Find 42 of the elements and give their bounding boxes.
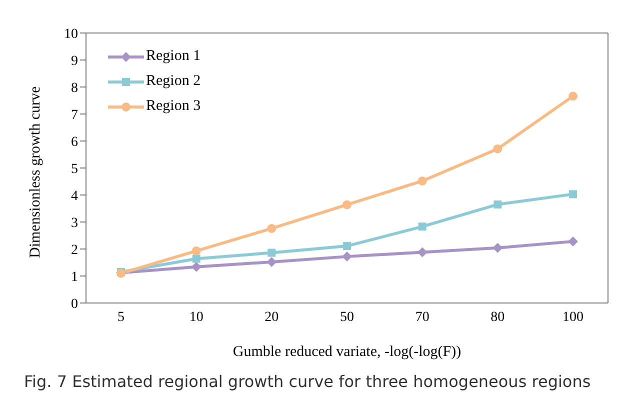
y-axis-title: Dimensionless growth curve — [27, 86, 44, 258]
legend-label: Region 3 — [146, 98, 201, 115]
y-tick-label: 4 — [71, 188, 78, 204]
y-tick-label: 3 — [71, 216, 78, 231]
caption: Fig. 7 Estimated regional growth curve for three homogeneous regions — [24, 372, 592, 391]
legend-label: Region 2 — [146, 73, 201, 90]
point — [418, 222, 426, 231]
point — [418, 176, 427, 186]
legend-label: Region 1 — [146, 48, 201, 65]
y-tick-label: 2 — [71, 242, 78, 258]
point — [492, 242, 503, 253]
x-tick-label: 80 — [490, 310, 505, 325]
x-tick-label: 100 — [562, 310, 584, 325]
y-tick-label: 7 — [71, 108, 78, 123]
x-tick-label: 20 — [264, 310, 279, 325]
point — [192, 246, 201, 256]
point — [417, 247, 428, 258]
point — [192, 254, 200, 263]
point — [191, 262, 202, 272]
x-tick-label: 70 — [415, 310, 430, 325]
y-tick-label: 6 — [71, 134, 78, 150]
point — [342, 200, 352, 210]
x-axis-title: Gumble reduced variate, -log(-log(F)) — [232, 344, 462, 360]
point — [267, 224, 276, 233]
x-tick-label: 5 — [118, 310, 124, 325]
y-tick-label: 9 — [71, 54, 78, 69]
point — [342, 252, 352, 262]
point — [568, 92, 578, 101]
point — [343, 242, 351, 250]
point — [494, 200, 502, 208]
point — [493, 144, 502, 154]
y-tick-label: 10 — [64, 26, 78, 42]
y-tick-label: 0 — [71, 296, 78, 312]
point — [266, 256, 277, 267]
x-tick-label: 10 — [189, 310, 204, 325]
point — [268, 248, 276, 257]
y-tick-label: 8 — [71, 80, 78, 96]
y-tick-label: 1 — [71, 270, 78, 285]
point — [568, 236, 578, 246]
y-tick-label: 5 — [71, 162, 78, 177]
x-tick-label: 50 — [340, 310, 354, 325]
point — [569, 190, 577, 198]
